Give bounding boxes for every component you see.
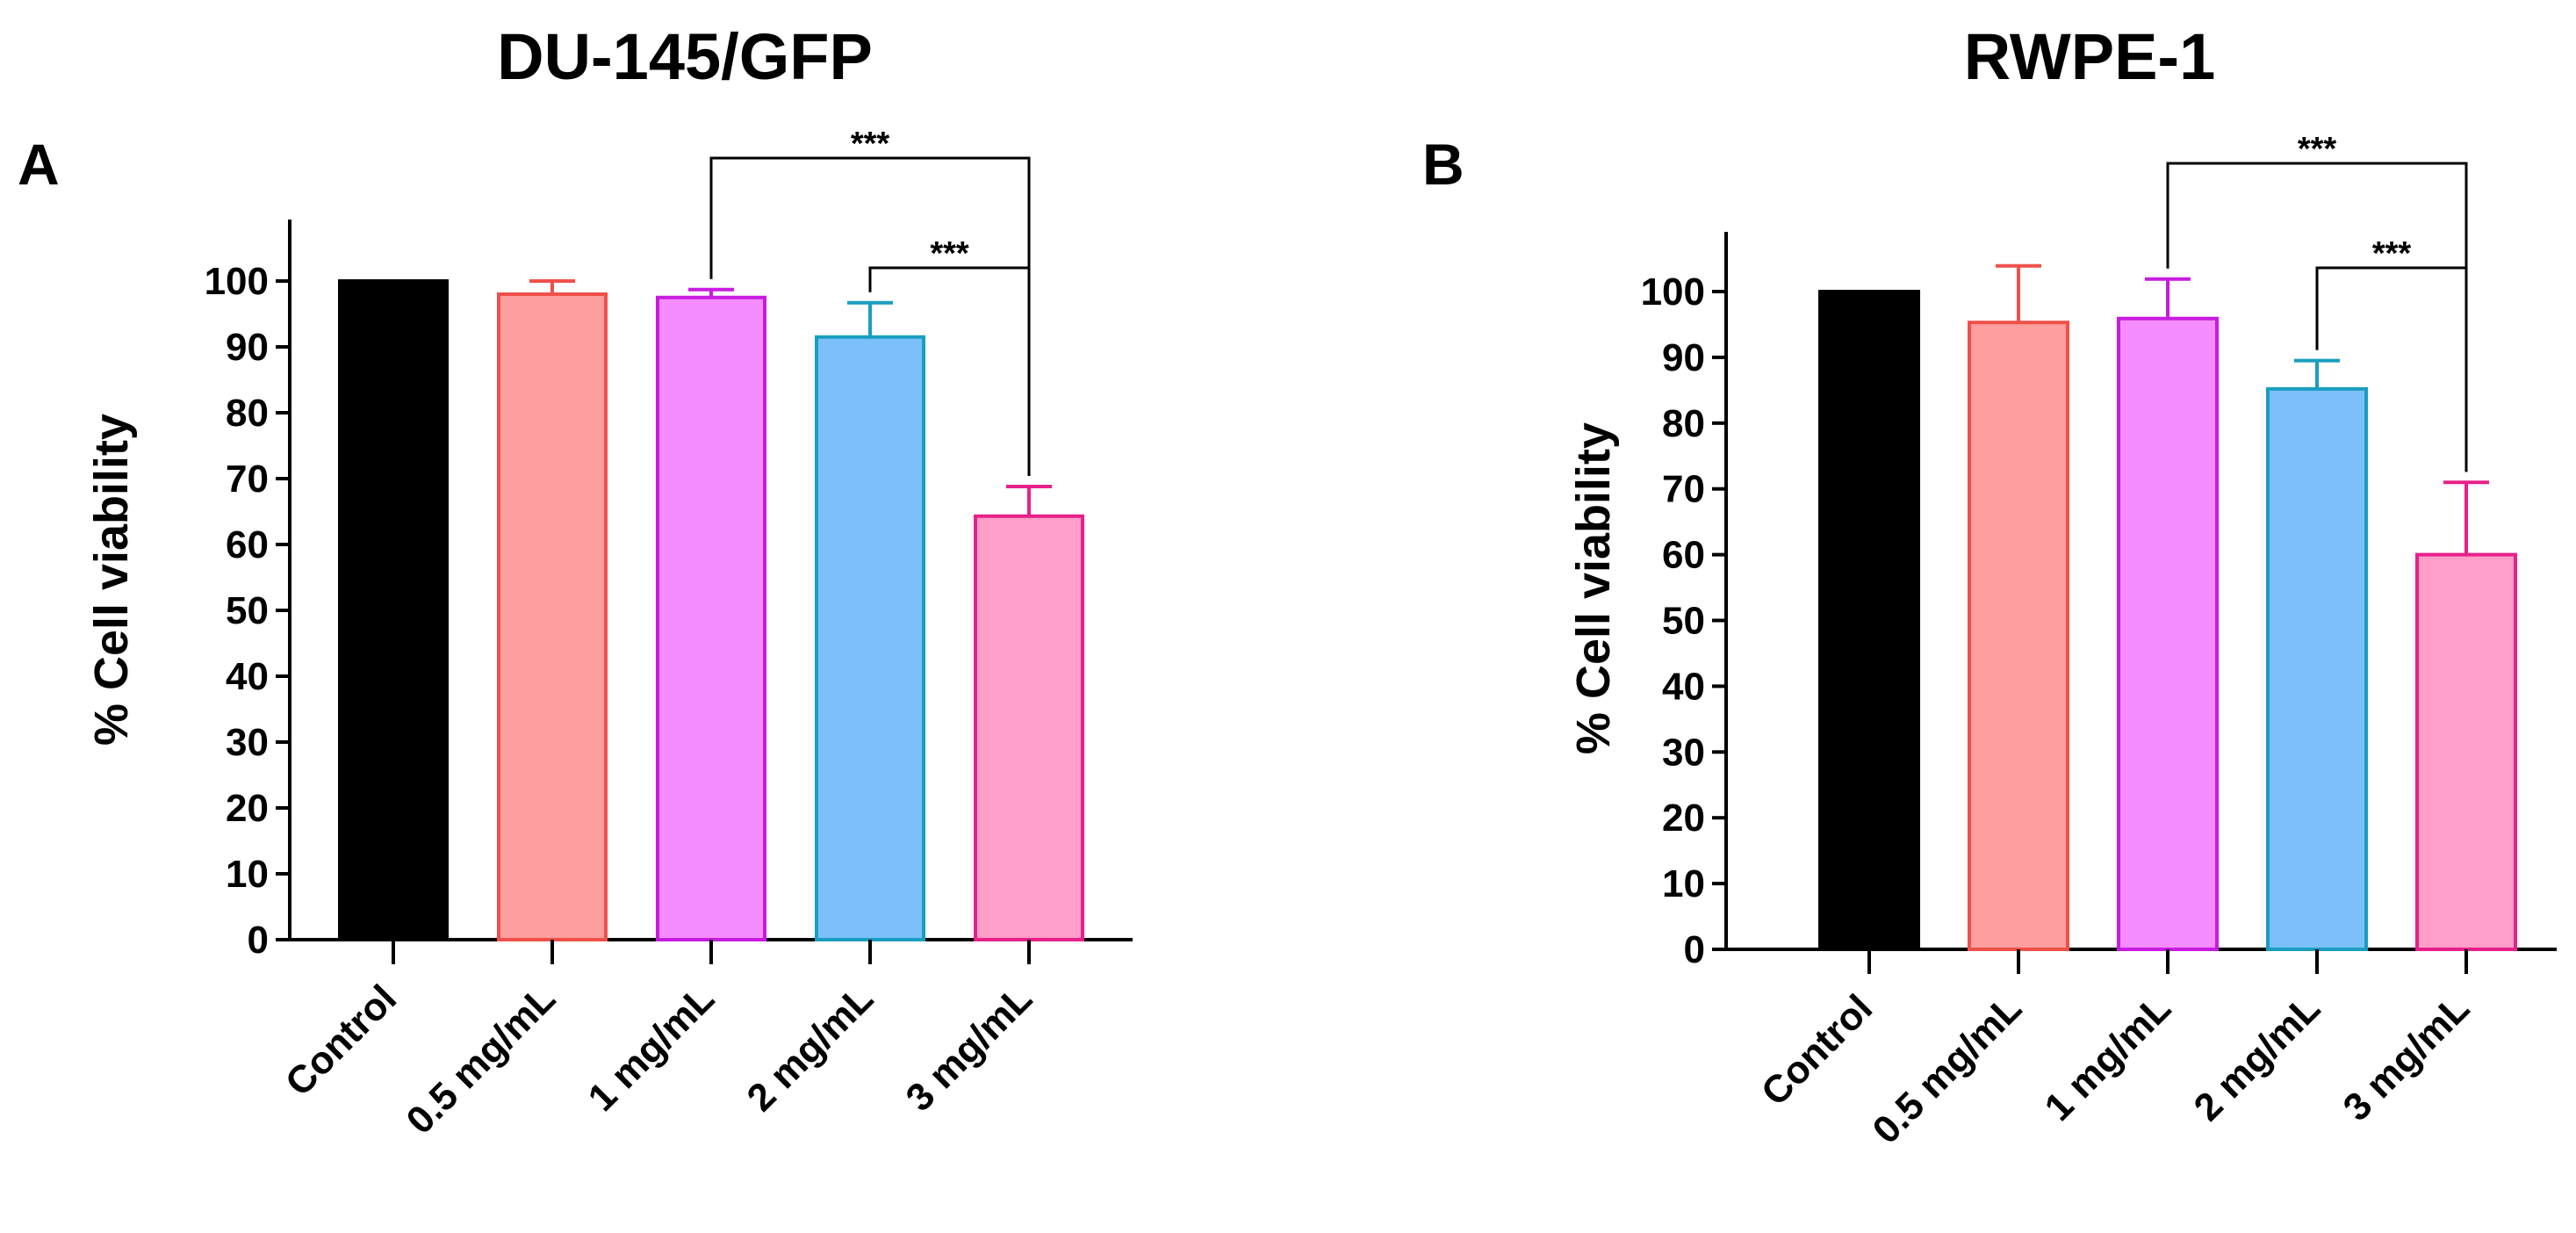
y-tick-label: 50 <box>226 589 269 632</box>
y-tick-label: 70 <box>1662 468 1705 511</box>
significance-label: *** <box>2372 235 2412 272</box>
y-tick-label: 40 <box>1662 665 1705 708</box>
y-tick-label: 70 <box>226 458 269 501</box>
bar <box>2266 386 2368 951</box>
category-label: Control <box>277 977 405 1104</box>
y-axis-label-a: % Cell viability <box>85 414 138 746</box>
y-tick-label: 20 <box>226 787 269 830</box>
bar <box>497 292 608 941</box>
category-label: 3 mg/mL <box>897 977 1040 1120</box>
category-label: 1 mg/mL <box>579 977 723 1120</box>
y-tick-label: 0 <box>1684 928 1705 971</box>
y-tick-label: 30 <box>1662 731 1705 774</box>
y-tick-label: 20 <box>1662 797 1705 840</box>
bar <box>815 335 925 941</box>
y-tick-label: 40 <box>226 655 269 698</box>
y-tick-label: 60 <box>226 523 269 566</box>
chart-title-b: RWPE-1 <box>1964 20 2215 93</box>
bar <box>656 295 766 941</box>
y-axis-label-b: % Cell viability <box>1567 422 1620 754</box>
category-label: Control <box>1753 986 1881 1114</box>
category-label: 3 mg/mL <box>2335 986 2478 1129</box>
y-tick-label: 100 <box>1641 270 1705 314</box>
bar <box>2415 552 2517 951</box>
chart-title-a: DU-145/GFP <box>497 20 873 93</box>
y-tick-label: 90 <box>226 326 269 369</box>
significance-bracket <box>2315 266 2468 472</box>
y-tick-label: 10 <box>226 853 269 896</box>
bar <box>338 279 449 941</box>
y-tick-label: 0 <box>248 919 269 962</box>
bar <box>1818 290 1920 951</box>
y-tick-label: 90 <box>1662 336 1705 379</box>
panel-b: RWPE-1 B % Cell viability 0 10 20 30 40 50 60 7… <box>1422 20 2557 1152</box>
significance-label: *** <box>930 235 969 272</box>
panel-a: DU-145/GFP A % Cell viability 0 10 20 30 40 5… <box>18 20 1133 1143</box>
significance-label: *** <box>2298 131 2337 168</box>
y-tick-label: 30 <box>226 721 269 764</box>
significance-bracket <box>868 266 1031 476</box>
y-tick-label: 80 <box>226 392 269 435</box>
category-label: 0.5 mg/mL <box>1865 986 2031 1152</box>
bar <box>974 514 1084 941</box>
y-tick-label: 50 <box>1662 600 1705 643</box>
bar <box>2117 316 2219 952</box>
panel-letter-a: A <box>18 132 60 197</box>
category-label: 1 mg/mL <box>2036 986 2179 1129</box>
category-label: 2 mg/mL <box>738 977 881 1120</box>
category-label: 0.5 mg/mL <box>399 977 565 1143</box>
bar <box>1968 321 2069 951</box>
y-tick-label: 60 <box>1662 534 1705 577</box>
significance-label: *** <box>851 126 890 162</box>
category-label: 2 mg/mL <box>2185 986 2328 1129</box>
y-tick-label: 10 <box>1662 862 1705 905</box>
y-tick-label: 100 <box>205 260 269 303</box>
y-tick-label: 80 <box>1662 402 1705 445</box>
panel-letter-b: B <box>1422 132 1464 197</box>
